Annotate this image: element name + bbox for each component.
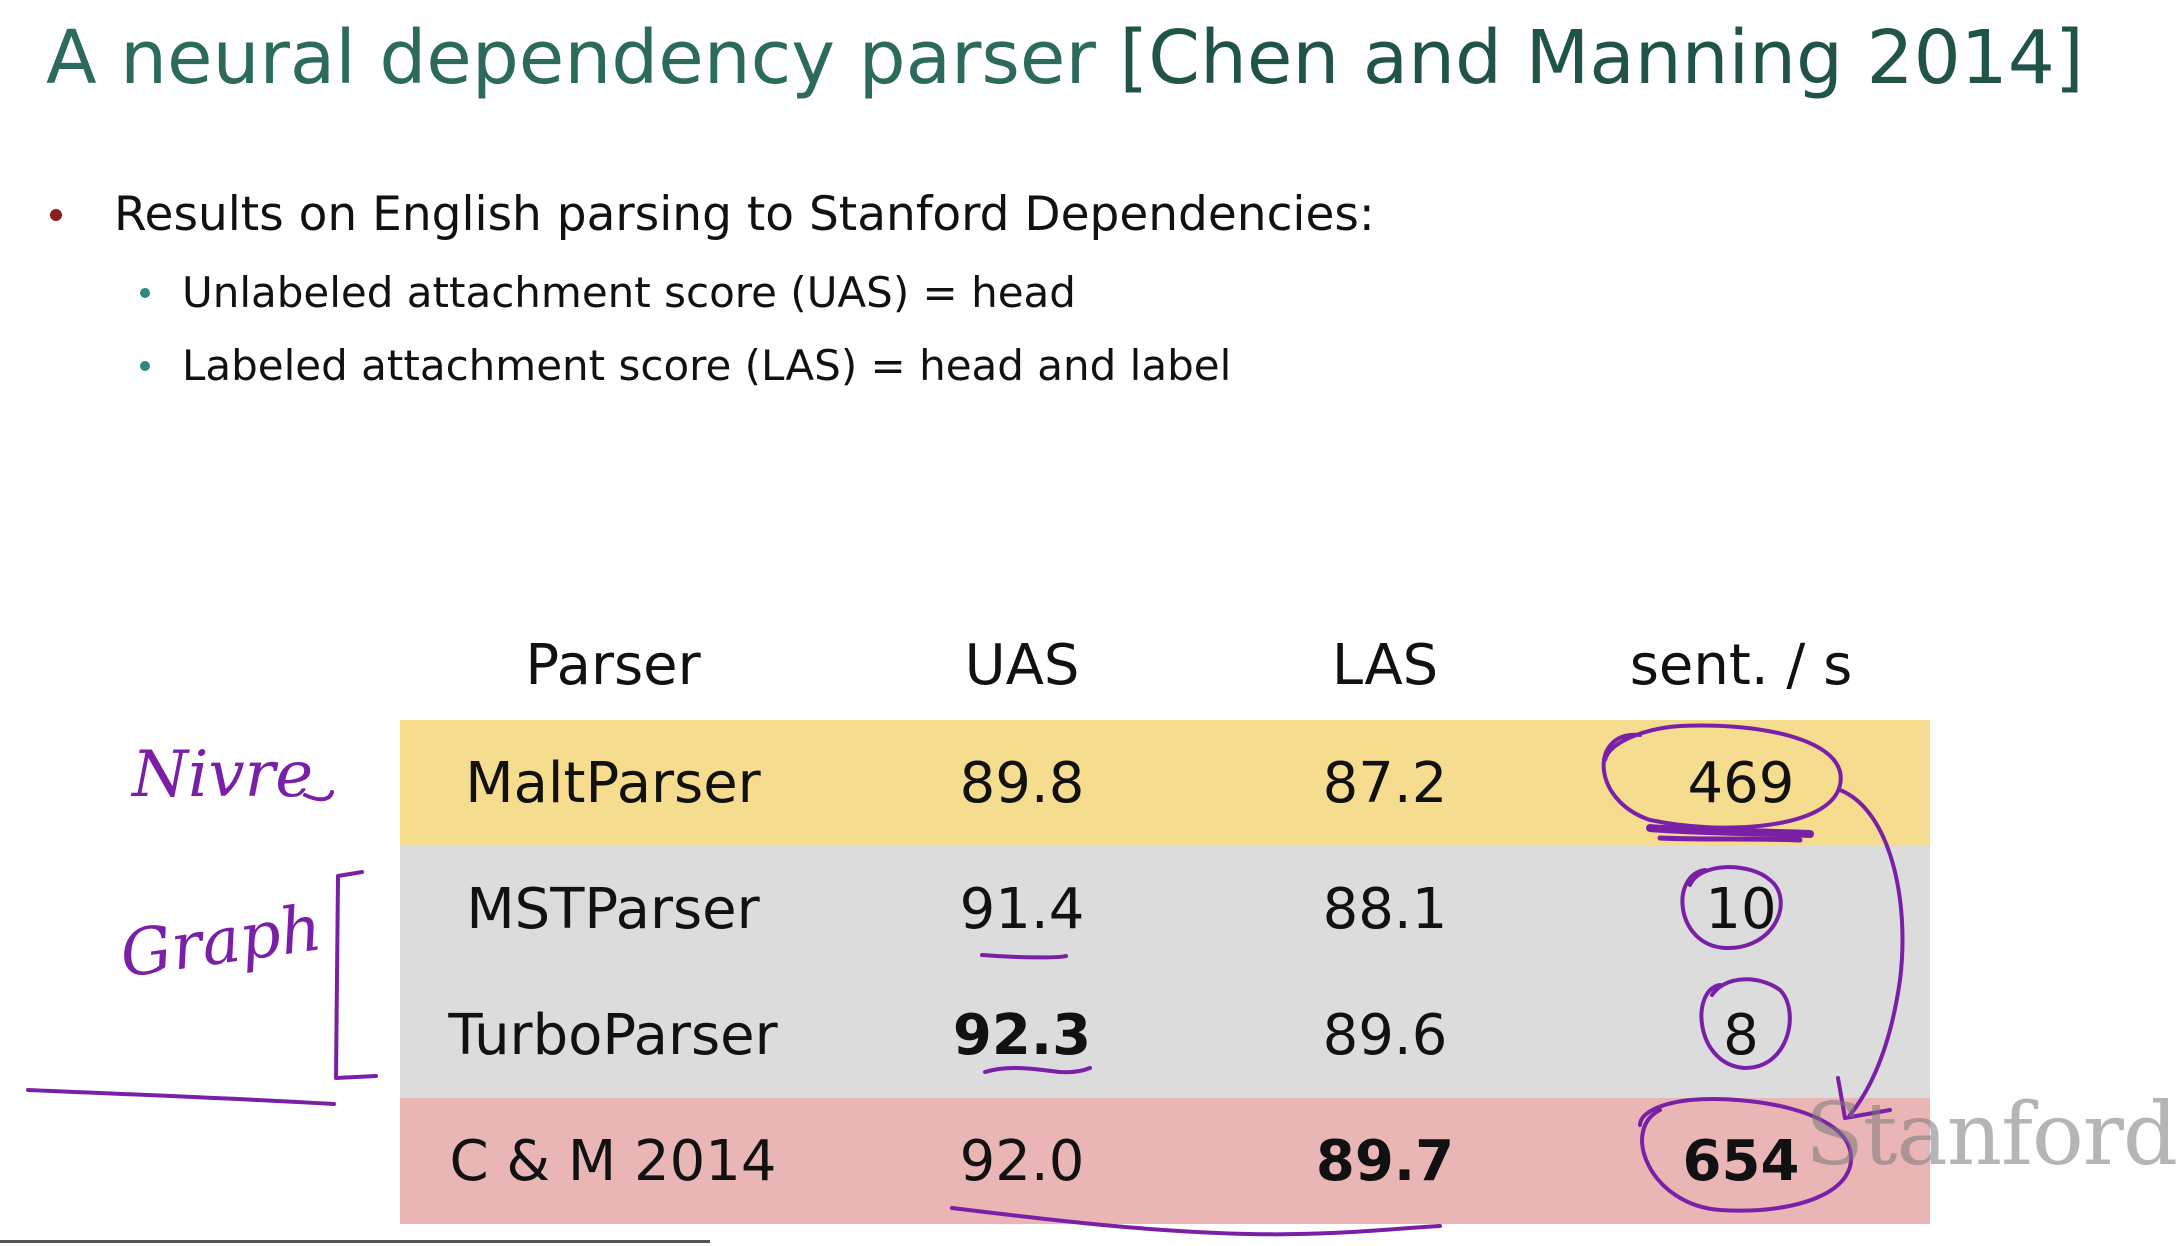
header-las: LAS (1331, 632, 1439, 698)
cell-parser: MaltParser (400, 720, 826, 846)
cell-uas: 89.8 (826, 720, 1218, 846)
header-parser: Parser (525, 632, 701, 698)
ink-bracket (334, 870, 378, 1080)
title-main: A neural dependency parser (46, 15, 1096, 101)
table-header-row: Parser UAS LAS sent. / s (400, 610, 1930, 720)
cell-speed: 10 (1552, 846, 1930, 972)
cell-uas: 91.4 (826, 846, 1218, 972)
table-row: MSTParser 91.4 88.1 10 (400, 846, 1930, 972)
sub-bullet-las: Labeled attachment score (LAS) = head an… (182, 341, 1232, 390)
bottom-divider (0, 1240, 710, 1243)
results-table: Parser UAS LAS sent. / s MaltParser 89.8… (400, 610, 1930, 1224)
cell-parser: TurboParser (400, 972, 826, 1098)
stanford-watermark: Stanford (1805, 1085, 2178, 1185)
title-citation: [Chen and Manning 2014] (1119, 15, 2084, 101)
bullet-dot (50, 209, 62, 221)
cell-las-best: 89.7 (1218, 1098, 1552, 1224)
cell-las: 88.1 (1218, 846, 1552, 972)
table-row: TurboParser 92.3 89.6 8 (400, 972, 1930, 1098)
sub-bullet-dot (140, 288, 150, 298)
cell-las: 87.2 (1218, 720, 1552, 846)
table-row: C & M 2014 92.0 89.7 654 (400, 1098, 1930, 1224)
sub-bullet-dot (140, 361, 150, 371)
header-uas: UAS (964, 632, 1080, 698)
cell-uas-best: 92.3 (826, 972, 1218, 1098)
cell-parser: C & M 2014 (400, 1098, 826, 1224)
cell-speed: 469 (1552, 720, 1930, 846)
sub-bullet-uas: Unlabeled attachment score (UAS) = head (182, 268, 1076, 317)
ink-separator-line (26, 1088, 336, 1106)
table-row: MaltParser 89.8 87.2 469 (400, 720, 1930, 846)
ink-label-graph: Graph (115, 891, 327, 993)
bullet-main: Results on English parsing to Stanford D… (114, 187, 1375, 242)
slide-title: A neural dependency parser [Chen and Man… (46, 8, 2084, 108)
ink-label-nivre: Nivre (132, 738, 314, 812)
cell-speed: 8 (1552, 972, 1930, 1098)
cell-uas: 92.0 (826, 1098, 1218, 1224)
cell-las: 89.6 (1218, 972, 1552, 1098)
cell-parser: MSTParser (400, 846, 826, 972)
header-speed: sent. / s (1629, 632, 1853, 698)
